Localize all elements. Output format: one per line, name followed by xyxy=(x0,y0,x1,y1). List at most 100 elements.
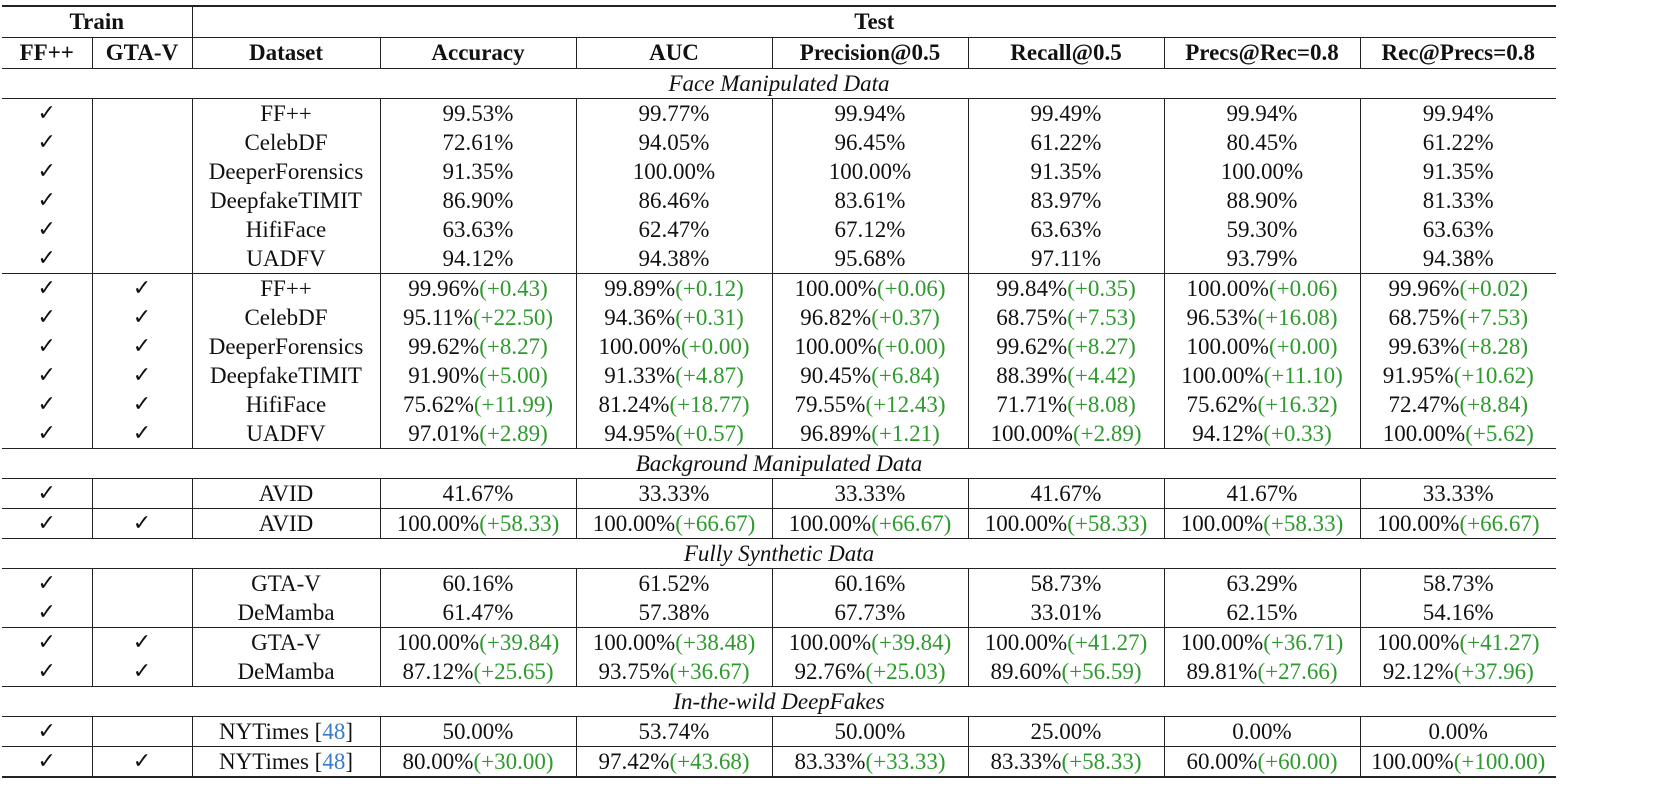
metric-value: 100.00% xyxy=(984,629,1068,655)
metric-cell: 54.16% xyxy=(1359,598,1556,628)
citation-link[interactable]: 48 xyxy=(322,718,346,744)
metric-value: 100.00% xyxy=(1371,748,1454,774)
metric-value: 91.33% xyxy=(604,362,676,388)
metric-cell: 61.22% xyxy=(1359,128,1556,157)
metric-value: 99.94% xyxy=(1226,100,1298,126)
dataset-cell: DeepfakeTIMIT xyxy=(191,361,381,390)
checkmark-icon: ✓ xyxy=(37,188,56,213)
metric-cell: 100.00%(+66.67) xyxy=(771,508,969,539)
metric-delta: (+39.84) xyxy=(871,629,952,655)
metric-value: 99.77% xyxy=(638,100,710,126)
metric-delta: (+16.08) xyxy=(1257,304,1338,330)
metric-delta: (+0.37) xyxy=(871,304,940,330)
dataset-cell: CelebDF xyxy=(191,303,381,332)
metric-value: 100.00% xyxy=(1377,510,1460,536)
table-row: ✓ ✓ AVID 100.00%(+58.33) 100.00%(+66.67) 100.… xyxy=(2,508,1556,539)
metric-delta: (+66.67) xyxy=(871,510,952,536)
checkmark-icon: ✓ xyxy=(37,600,56,625)
test-header: Test xyxy=(191,5,1556,38)
metric-delta: (+66.67) xyxy=(1459,510,1540,536)
train-gtav-cell xyxy=(91,598,193,628)
metric-delta: (+7.53) xyxy=(1067,304,1136,330)
metric-cell: 97.01%(+2.89) xyxy=(379,419,577,449)
metric-value: 94.05% xyxy=(638,129,710,155)
dataset-cell: DeeperForensics xyxy=(191,157,381,186)
metric-value: 99.89% xyxy=(604,275,676,301)
metric-value: 100.00% xyxy=(1382,420,1466,446)
dataset-cell: DeepfakeTIMIT xyxy=(191,186,381,215)
metric-value: 62.47% xyxy=(638,216,710,242)
metric-cell: 63.63% xyxy=(967,215,1165,244)
train-ffpp-cell: ✓ xyxy=(2,186,93,215)
train-gtav-cell xyxy=(91,128,193,157)
checkmark-icon: ✓ xyxy=(37,305,56,330)
checkmark-icon: ✓ xyxy=(37,571,56,596)
metric-value: 95.11% xyxy=(402,304,473,330)
checkmark-icon: ✓ xyxy=(37,217,56,242)
metric-value: 99.96% xyxy=(1388,275,1460,301)
metric-delta: (+10.62) xyxy=(1453,362,1534,388)
metric-value: 63.29% xyxy=(1226,570,1298,596)
metric-cell: 90.45%(+6.84) xyxy=(771,361,969,390)
metric-value: 68.75% xyxy=(1388,304,1460,330)
metric-cell: 0.00% xyxy=(1163,716,1361,747)
metric-delta: (+30.00) xyxy=(473,748,554,774)
train-ffpp-cell: ✓ xyxy=(2,419,93,449)
metric-cell: 94.38% xyxy=(575,244,773,274)
metric-value: 83.33% xyxy=(990,748,1062,774)
train-header: Train xyxy=(2,5,193,38)
metric-value: 83.33% xyxy=(794,748,866,774)
metric-value: 86.46% xyxy=(638,187,710,213)
metric-value: 100.00% xyxy=(984,510,1068,536)
metric-cell: 94.36%(+0.31) xyxy=(575,303,773,332)
dataset-cell: CelebDF xyxy=(191,128,381,157)
checkmark-icon: ✓ xyxy=(37,511,56,536)
train-gtav-cell xyxy=(91,244,193,274)
metric-value: 33.33% xyxy=(834,480,906,506)
citation-link[interactable]: 48 xyxy=(322,748,346,774)
metric-cell: 67.12% xyxy=(771,215,969,244)
checkmark-icon: ✓ xyxy=(132,511,152,536)
metric-value: 97.11% xyxy=(1030,245,1102,271)
metric-value: 100.00% xyxy=(1186,275,1269,301)
metric-cell: 95.68% xyxy=(771,244,969,274)
metric-value: 94.38% xyxy=(1422,245,1494,271)
train-ffpp-cell: ✓ xyxy=(2,390,93,419)
metric-value: 33.33% xyxy=(638,480,710,506)
metric-value: 72.61% xyxy=(442,129,514,155)
metric-delta: (+0.57) xyxy=(675,420,744,446)
metric-value: 91.35% xyxy=(1030,158,1102,184)
metric-value: 61.22% xyxy=(1030,129,1102,155)
metric-cell: 33.33% xyxy=(1359,478,1556,509)
table-row: ✓ ✓ DeMamba 87.12%(+25.65) 93.75%(+36.67) 92.… xyxy=(2,657,1556,687)
checkmark-icon: ✓ xyxy=(132,392,152,417)
metric-value: 72.47% xyxy=(1388,391,1460,417)
metric-value: 99.53% xyxy=(442,100,514,126)
metric-cell: 61.22% xyxy=(967,128,1165,157)
metric-value: 81.24% xyxy=(598,391,670,417)
metric-delta: (+8.27) xyxy=(1067,333,1136,359)
checkmark-icon: ✓ xyxy=(37,159,56,184)
metric-value: 100.00% xyxy=(396,510,480,536)
train-gtav-cell xyxy=(91,186,193,215)
metric-cell: 96.53%(+16.08) xyxy=(1163,303,1361,332)
table-body: Face Manipulated Data ✓ FF++ 99.53% 99.77% 99… xyxy=(2,68,1556,778)
metric-delta: (+11.99) xyxy=(473,391,554,417)
train-gtav-cell: ✓ xyxy=(91,390,193,419)
table-row: ✓ ✓ DeeperForensics 99.62%(+8.27) 100.00%(+0… xyxy=(2,332,1556,361)
checkmark-icon: ✓ xyxy=(37,101,56,126)
metric-cell: 96.82%(+0.37) xyxy=(771,303,969,332)
metric-value: 86.90% xyxy=(442,187,514,213)
dataset-name: AVID xyxy=(258,510,314,536)
metric-delta: (+6.84) xyxy=(871,362,940,388)
metric-cell: 99.49% xyxy=(967,98,1165,128)
table-row: ✓ FF++ 99.53% 99.77% 99.94% 99.49% 99.94% 99.94… xyxy=(2,98,1556,128)
metric-value: 87.12% xyxy=(402,658,474,684)
metric-value: 0.00% xyxy=(1232,718,1292,744)
metric-value: 58.73% xyxy=(1422,570,1494,596)
col-header-precision: Precision@0.5 xyxy=(771,37,969,69)
dataset-cell: NYTimes [48] xyxy=(191,716,381,747)
section-row: Face Manipulated Data xyxy=(2,68,1556,99)
metric-value: 80.00% xyxy=(402,748,474,774)
metric-cell: 100.00% xyxy=(575,157,773,186)
